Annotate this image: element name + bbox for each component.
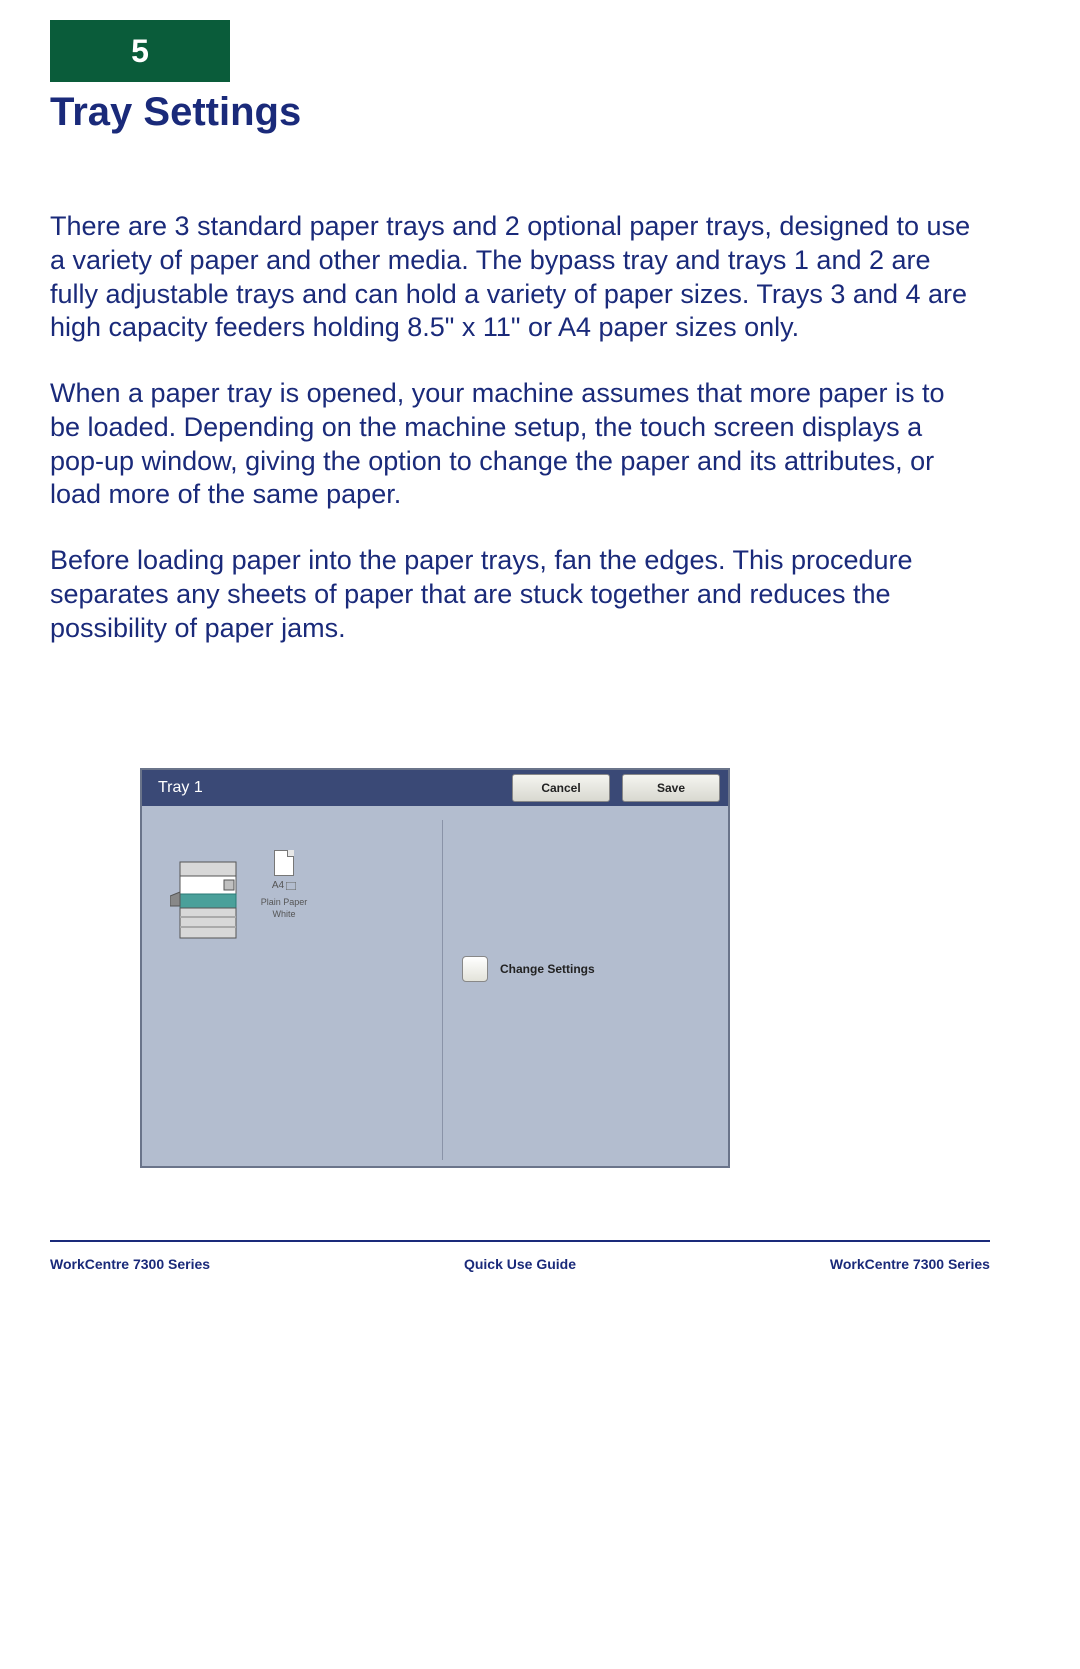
page-title: Tray Settings: [50, 90, 301, 135]
vertical-divider: [442, 820, 443, 1160]
change-settings-row[interactable]: Change Settings: [462, 956, 595, 982]
footer-right: WorkCentre 7300 Series: [830, 1256, 990, 1272]
change-settings-button[interactable]: [462, 956, 488, 982]
save-button[interactable]: Save: [622, 774, 720, 802]
paragraph-2: When a paper tray is opened, your machin…: [50, 377, 980, 512]
paper-attributes: Plain Paper White: [260, 897, 308, 920]
dialog-title: Tray 1: [158, 779, 203, 797]
footer-divider: [50, 1240, 990, 1242]
footer-left: WorkCentre 7300 Series: [50, 1256, 210, 1272]
cancel-button[interactable]: Cancel: [512, 774, 610, 802]
paper-color-label: White: [260, 909, 308, 921]
paper-sheet-icon: [274, 850, 294, 876]
body-text-block: There are 3 standard paper trays and 2 o…: [50, 210, 980, 677]
paragraph-3: Before loading paper into the paper tray…: [50, 544, 980, 645]
dialog-titlebar: Tray 1 Cancel Save: [142, 770, 728, 806]
page-footer: WorkCentre 7300 Series Quick Use Guide W…: [50, 1256, 990, 1272]
dialog-body: A4 Plain Paper White Change Settings: [142, 806, 728, 1166]
printer-icon: [170, 856, 250, 946]
orientation-icon: [286, 882, 296, 890]
paragraph-1: There are 3 standard paper trays and 2 o…: [50, 210, 980, 345]
change-settings-label: Change Settings: [500, 962, 595, 976]
chapter-number-bar: 5: [50, 20, 230, 82]
document-page: 5 Tray Settings There are 3 standard pap…: [0, 0, 1080, 1669]
footer-center: Quick Use Guide: [464, 1256, 576, 1272]
dialog-buttons: Cancel Save: [512, 774, 720, 802]
save-button-label: Save: [657, 781, 685, 795]
paper-size-label: A4: [272, 880, 284, 891]
paper-type-label: Plain Paper: [260, 897, 308, 909]
tray-dialog-screenshot: Tray 1 Cancel Save: [140, 768, 730, 1168]
cancel-button-label: Cancel: [541, 781, 580, 795]
paper-size-row: A4: [260, 880, 308, 891]
chapter-number: 5: [131, 33, 149, 70]
paper-preview: A4 Plain Paper White: [260, 850, 308, 920]
